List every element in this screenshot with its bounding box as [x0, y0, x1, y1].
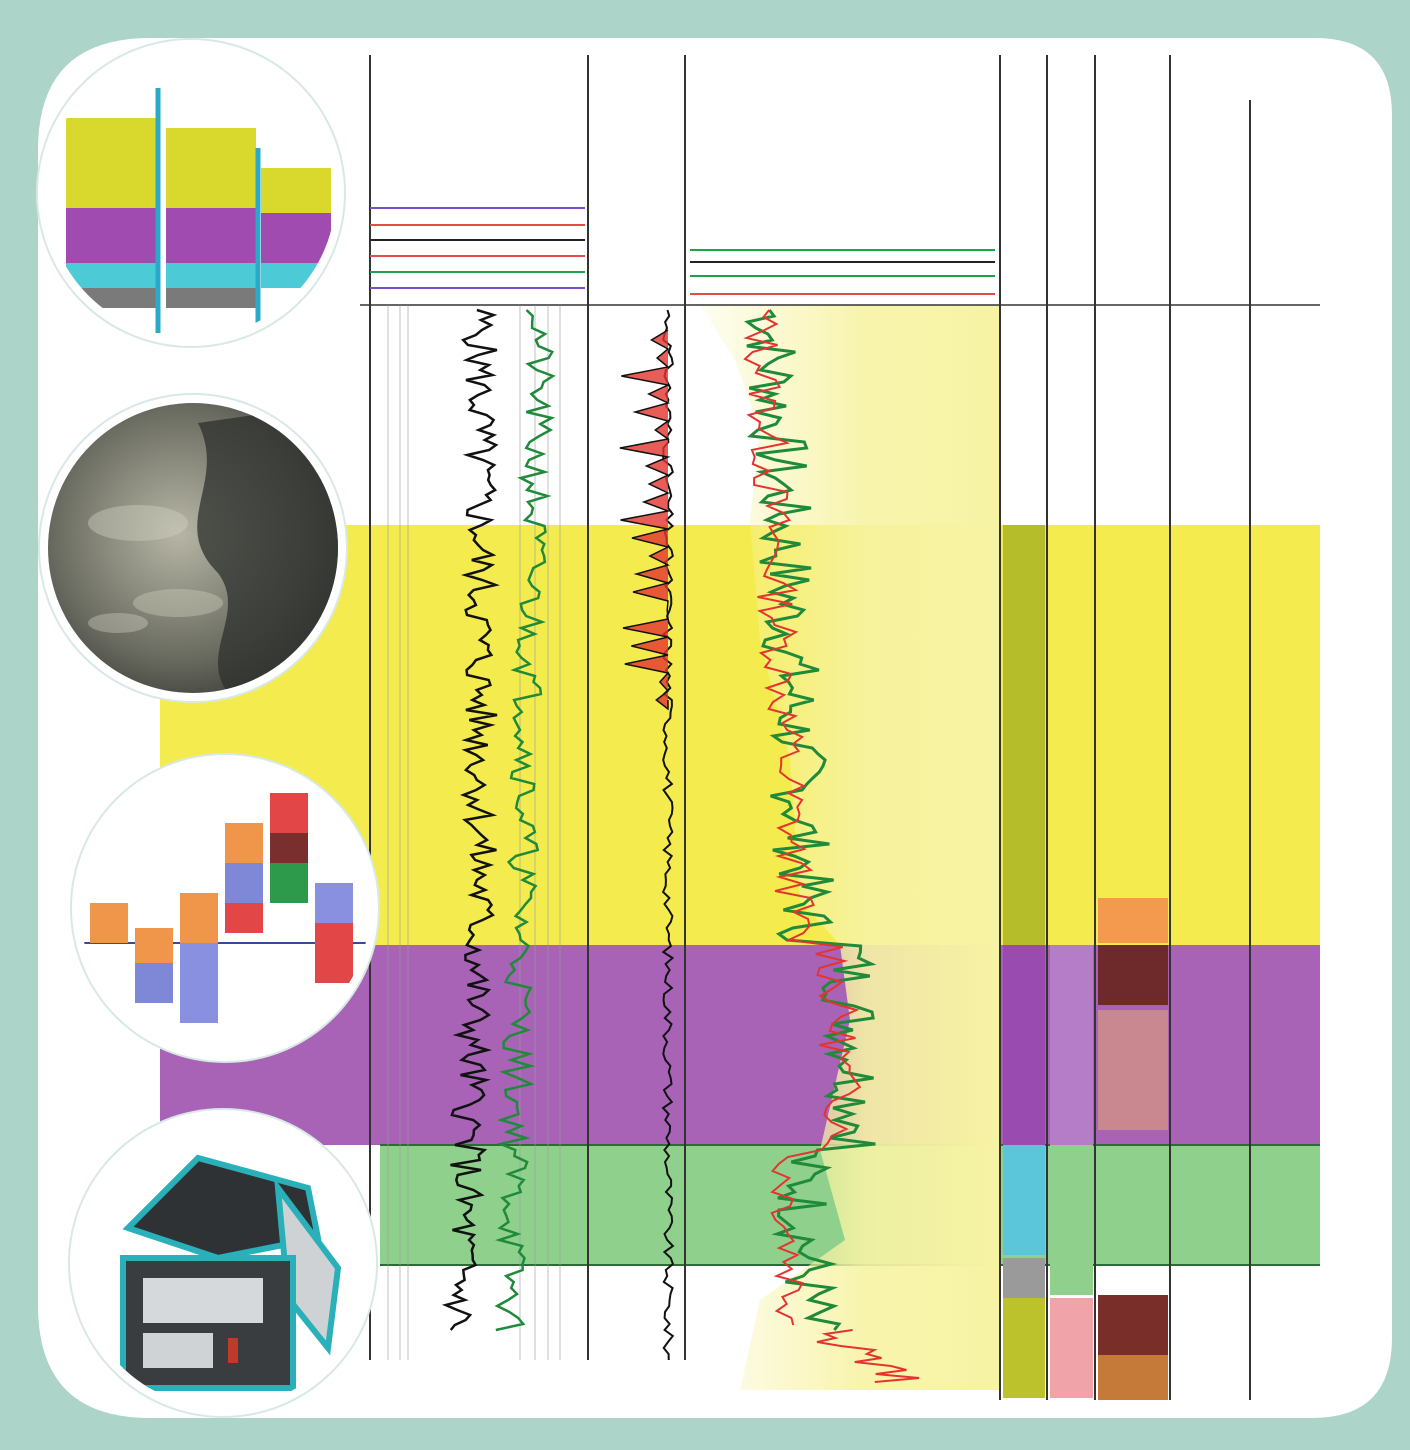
lithology-column: [1003, 525, 1168, 1400]
rock-core-photo-icon: [40, 395, 346, 701]
black-log-curve: [441, 308, 500, 1331]
red-log-curve: [743, 309, 862, 1326]
red-tail-curve: [816, 1329, 920, 1383]
xrf-analyzer-instrument-icon: [70, 1110, 376, 1416]
black-right-log-curve: [661, 309, 675, 1361]
header-scales: [370, 207, 995, 295]
track-lines: [360, 55, 1320, 1400]
gamma-log-curve: [494, 309, 556, 1332]
stacked-column-chart-icon: [38, 40, 344, 346]
waterfall-bar-chart-icon: [72, 755, 378, 1061]
green-log-curve: [744, 309, 877, 1331]
red-peak-curve: [619, 329, 671, 711]
